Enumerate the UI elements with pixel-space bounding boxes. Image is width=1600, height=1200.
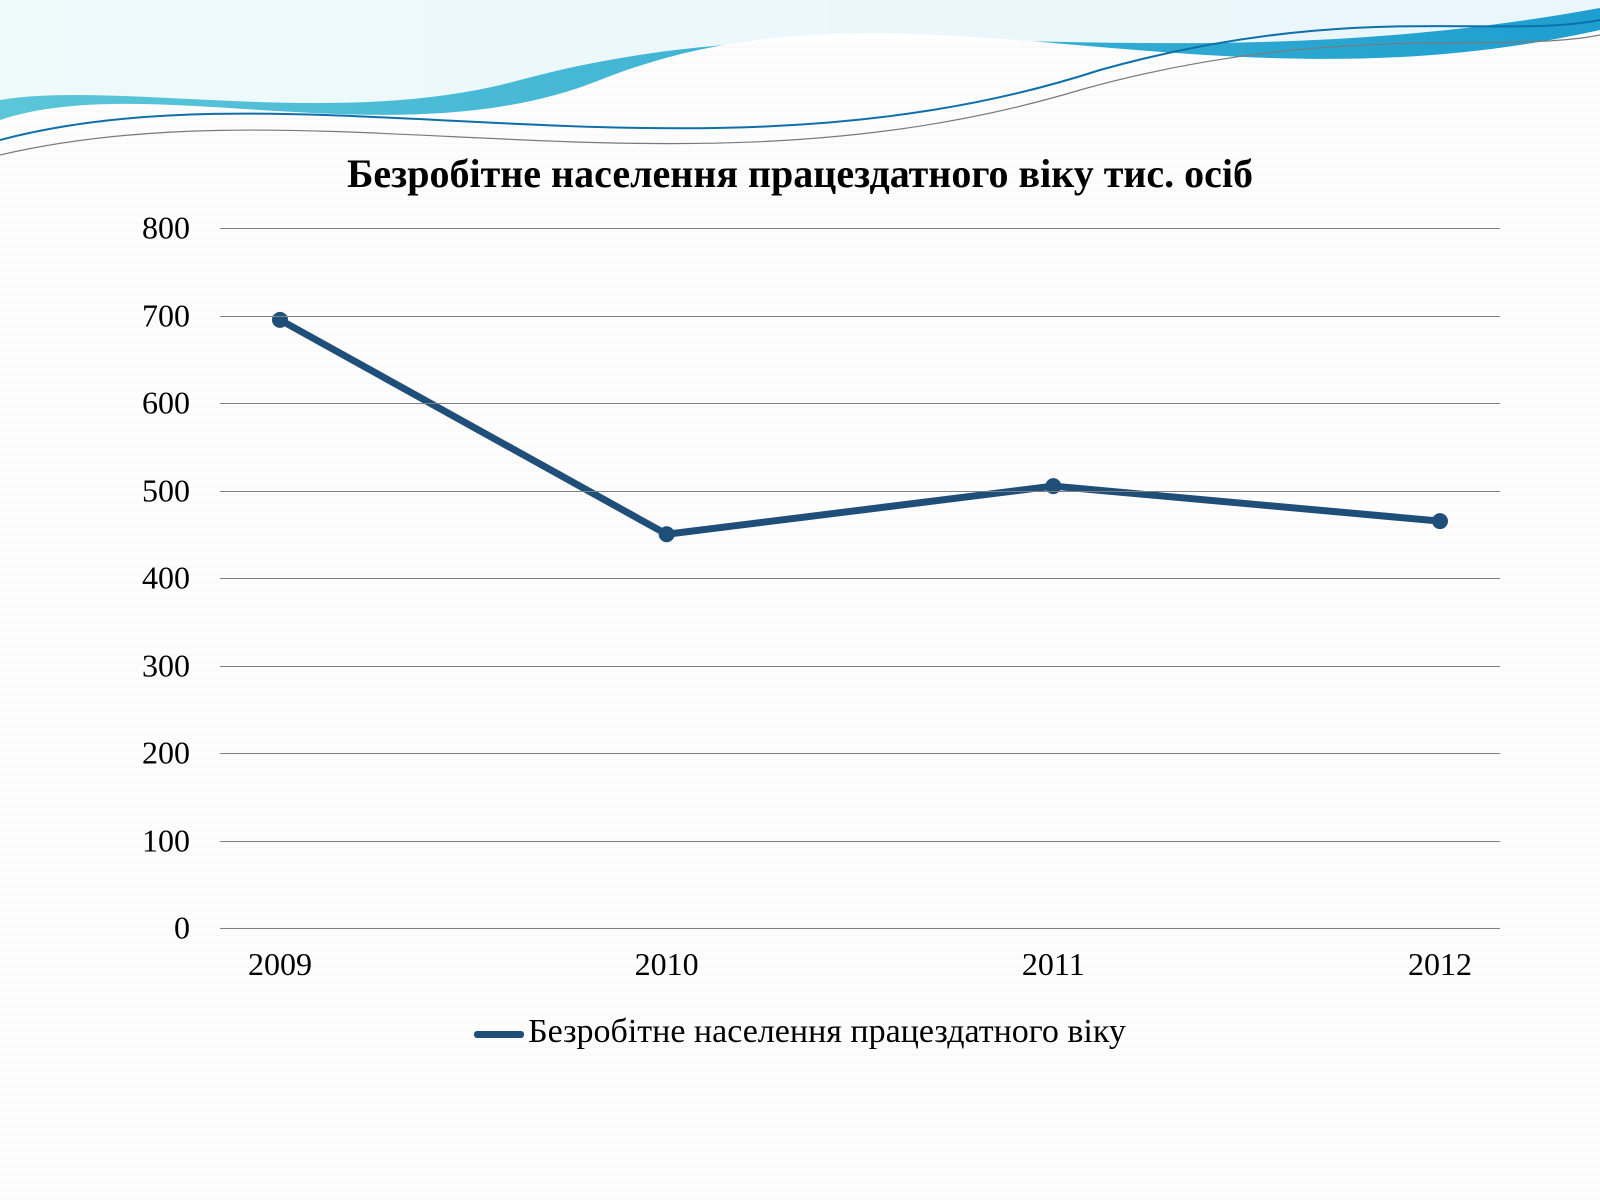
gridline xyxy=(220,666,1500,667)
plot: 0100200300400500600700800 20092010201120… xyxy=(100,228,1500,988)
chart-title: Безробітне населення працездатного віку … xyxy=(100,150,1500,198)
gridline xyxy=(220,228,1500,229)
gridline xyxy=(220,928,1500,929)
x-axis: 2009 2010 2011 2012 xyxy=(220,938,1500,988)
gridline xyxy=(220,841,1500,842)
y-tick-label: 200 xyxy=(142,735,190,772)
legend: Безробітне населення працездатного віку xyxy=(100,1013,1500,1051)
plot-area xyxy=(220,228,1500,928)
gridline xyxy=(220,316,1500,317)
x-tick-label: 2011 xyxy=(1022,946,1085,983)
y-tick-label: 100 xyxy=(142,822,190,859)
y-tick-label: 500 xyxy=(142,472,190,509)
y-tick-label: 700 xyxy=(142,297,190,334)
gridline xyxy=(220,753,1500,754)
y-tick-label: 400 xyxy=(142,560,190,597)
y-tick-label: 800 xyxy=(142,210,190,247)
x-tick-label: 2012 xyxy=(1408,946,1472,983)
y-axis: 0100200300400500600700800 xyxy=(100,228,210,988)
gridline xyxy=(220,578,1500,579)
gridline xyxy=(220,403,1500,404)
y-tick-label: 300 xyxy=(142,647,190,684)
x-tick-label: 2009 xyxy=(248,946,312,983)
legend-label: Безробітне населення працездатного віку xyxy=(528,1013,1126,1050)
x-tick-label: 2010 xyxy=(635,946,699,983)
chart-container: Безробітне населення працездатного віку … xyxy=(100,150,1500,1051)
y-tick-label: 0 xyxy=(174,910,190,947)
gridline xyxy=(220,491,1500,492)
legend-swatch xyxy=(474,1031,524,1038)
y-tick-label: 600 xyxy=(142,385,190,422)
